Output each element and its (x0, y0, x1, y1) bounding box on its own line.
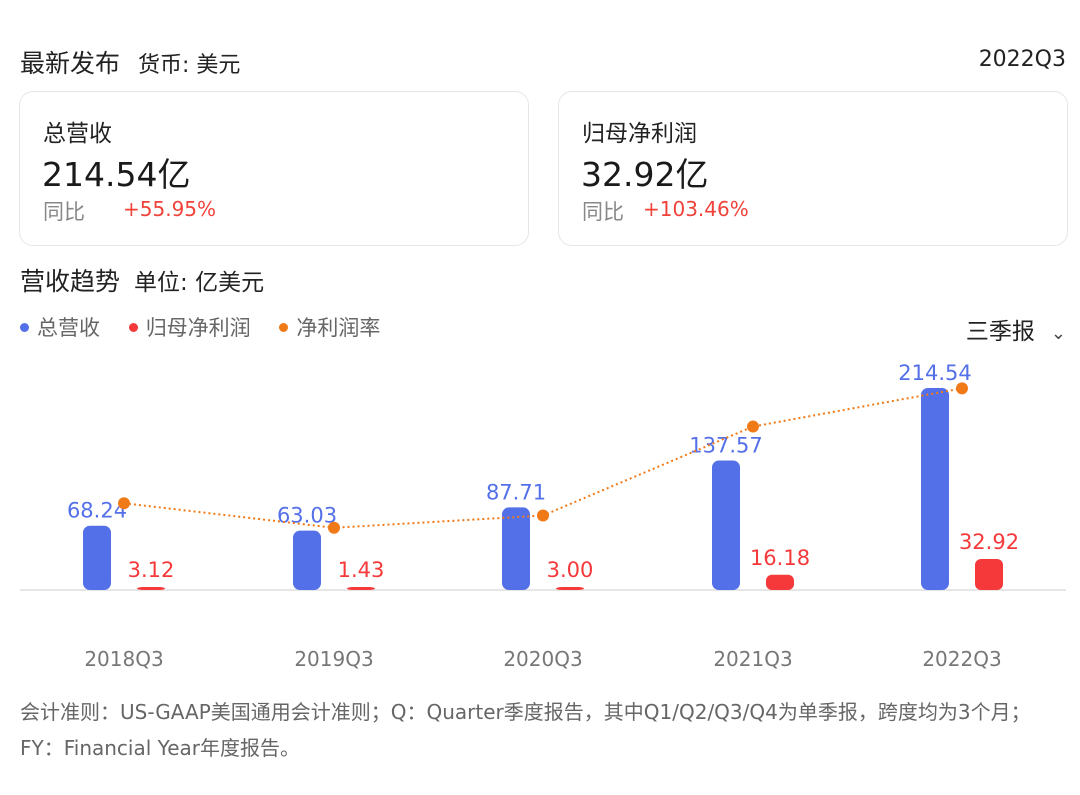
net-margin-point (747, 420, 759, 433)
accounting-footnote: 会计准则：US-GAAP美国通用会计准则；Q：Quarter季度报告，其中Q1/… (20, 700, 1031, 760)
currency-label: 货币: 美元 (138, 53, 241, 78)
net-profit-data-label: 32.92 (959, 530, 1019, 554)
revenue-trend-chart: 68.24 3.12 2018Q3 63.03 1.43 2019Q3 87.71 3.00 2… (20, 361, 1066, 671)
revenue-data-label: 68.24 (67, 499, 127, 523)
legend-item-revenue[interactable]: 总营收 (20, 312, 100, 342)
net-profit-bar (556, 587, 584, 590)
legend-label-revenue: 总营收 (37, 316, 100, 340)
net-profit-bar (137, 587, 165, 590)
legend-label-net-margin: 净利润率 (296, 316, 381, 340)
revenue-data-label: 214.54 (898, 361, 971, 385)
net-profit-bar (766, 574, 794, 590)
revenue-trend-title: 营收趋势 (20, 267, 121, 296)
x-tick-label: 2022Q3 (922, 647, 1001, 671)
report-type-label: 三季报 (965, 319, 1035, 345)
revenue-card-label: 总营收 (43, 121, 112, 147)
net-profit-data-label: 3.12 (128, 558, 175, 582)
revenue-bar (921, 388, 949, 590)
revenue-data-label: 137.57 (689, 433, 762, 457)
net-profit-bar (975, 559, 1003, 590)
legend-label-net-profit: 归母净利润 (145, 316, 251, 340)
net-profit-bar (347, 587, 375, 590)
net-profit-card-label: 归母净利润 (582, 121, 697, 147)
net-profit-data-label: 1.43 (338, 558, 385, 582)
x-tick-label: 2018Q3 (84, 647, 163, 671)
report-type-selector[interactable]: 三季报 ⌄ (966, 312, 1066, 346)
revenue-bar (712, 460, 740, 590)
unit-label: 单位: 亿美元 (134, 270, 265, 296)
revenue-trend-heading: 营收趋势 单位: 亿美元 (20, 262, 264, 298)
latest-release-header: 最新发布 货币: 美元 2022Q3 (20, 44, 1066, 80)
revenue-bar (502, 507, 530, 590)
chevron-down-icon: ⌄ (1050, 323, 1066, 344)
chart-legend: 总营收 归母净利润 净利润率 (20, 312, 402, 342)
legend-dot-icon (279, 322, 289, 332)
net-profit-yoy-value: +103.46% (643, 197, 749, 221)
legend-dot-icon (20, 322, 29, 332)
net-margin-line (123, 387, 963, 529)
x-tick-label: 2020Q3 (503, 647, 582, 671)
legend-item-net-margin[interactable]: 净利润率 (279, 312, 380, 342)
net-profit-data-label: 16.18 (750, 546, 810, 570)
revenue-bar (293, 530, 321, 590)
net-profit-yoy-label: 同比 (582, 200, 624, 224)
revenue-yoy-value: +55.95% (123, 197, 217, 221)
net-margin-point (537, 509, 549, 522)
net-profit-data-label: 3.00 (547, 558, 594, 582)
net-margin-point (118, 497, 130, 510)
revenue-data-label: 87.71 (486, 480, 546, 504)
revenue-data-label: 63.03 (277, 504, 337, 528)
net-profit-card-value: 32.92亿 (581, 155, 709, 194)
revenue-bar (83, 525, 111, 590)
revenue-card-value: 214.54亿 (42, 155, 191, 194)
revenue-card[interactable]: 总营收 214.54亿 同比 +55.95% (19, 91, 529, 246)
report-period: 2022Q3 (978, 47, 1066, 72)
x-tick-label: 2021Q3 (713, 647, 792, 671)
latest-release-title: 最新发布 (20, 49, 121, 78)
net-margin-point (328, 521, 340, 534)
revenue-yoy-label: 同比 (43, 200, 85, 224)
x-tick-label: 2019Q3 (294, 647, 373, 671)
net-margin-point (956, 382, 968, 395)
net-profit-card[interactable]: 归母净利润 32.92亿 同比 +103.46% (558, 91, 1068, 246)
legend-dot-icon (128, 322, 138, 332)
legend-item-net-profit[interactable]: 归母净利润 (128, 312, 251, 342)
